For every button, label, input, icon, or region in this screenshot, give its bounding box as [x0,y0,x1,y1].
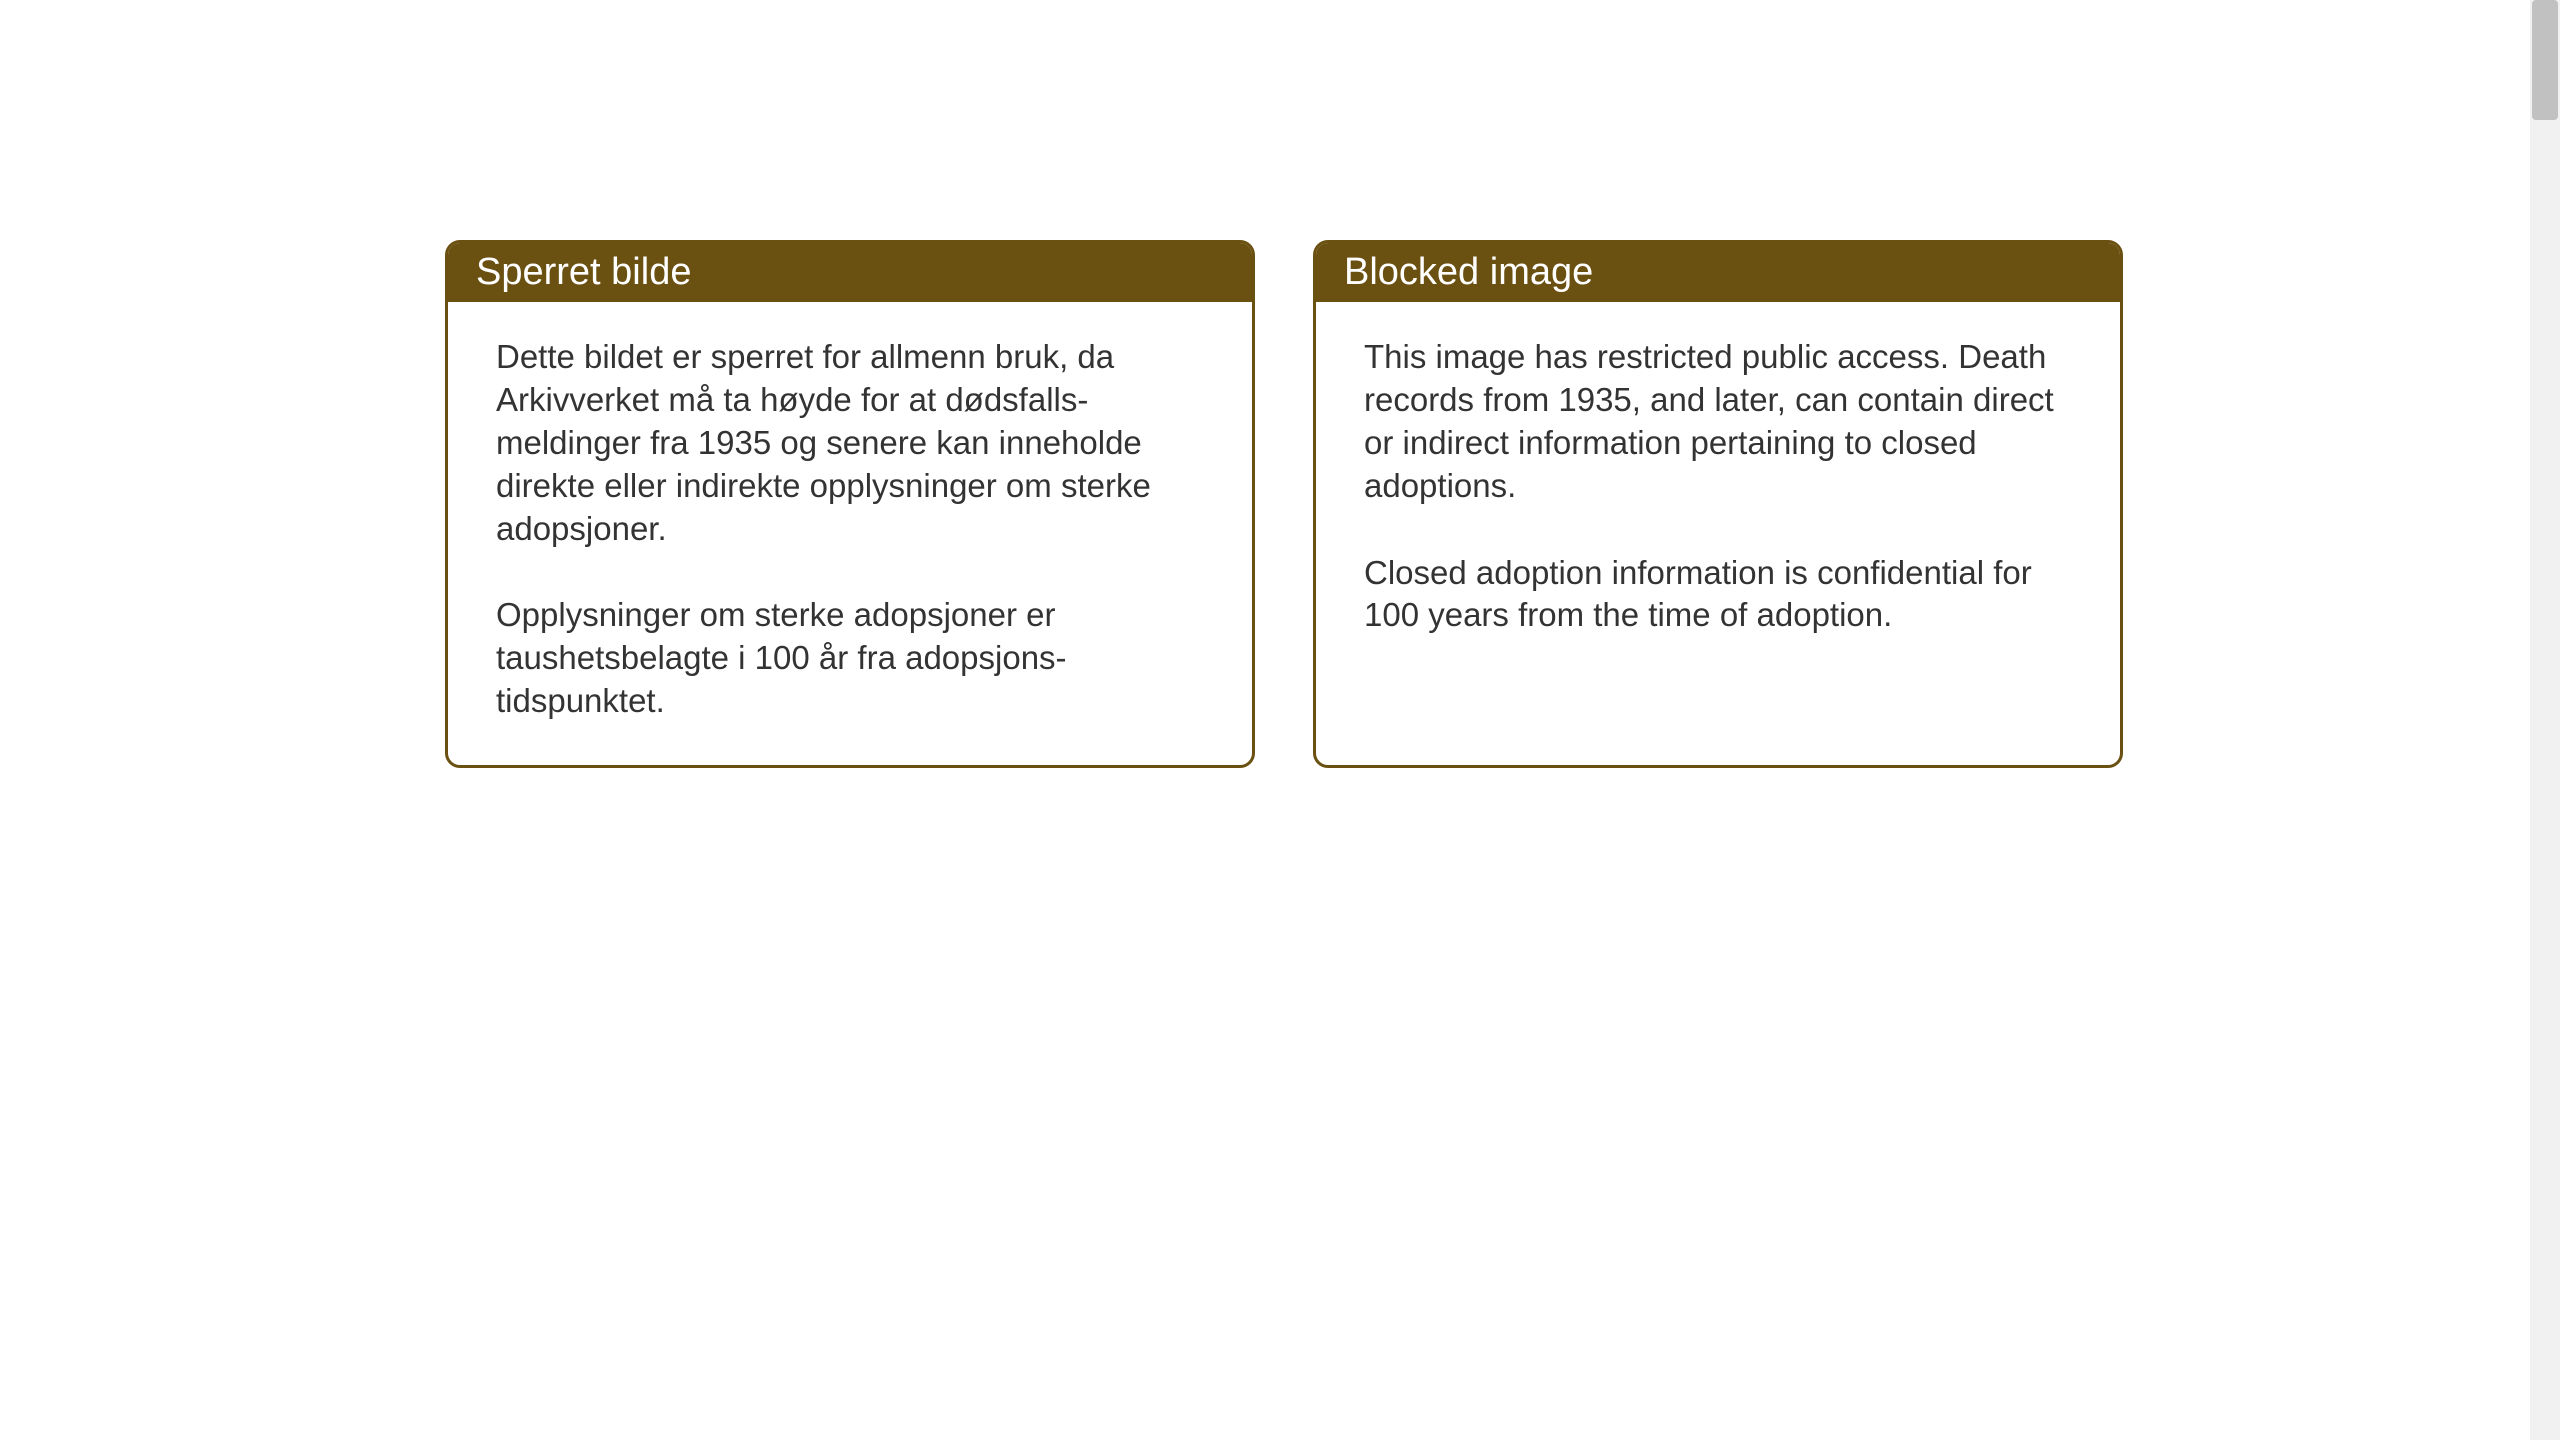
card-paragraph-norwegian-2: Opplysninger om sterke adopsjoner er tau… [496,594,1204,723]
notice-cards-container: Sperret bilde Dette bildet er sperret fo… [445,240,2123,768]
notice-card-norwegian: Sperret bilde Dette bildet er sperret fo… [445,240,1255,768]
card-body-english: This image has restricted public access.… [1316,302,2120,679]
card-title-english: Blocked image [1344,251,1593,293]
card-header-norwegian: Sperret bilde [448,243,1252,302]
card-body-norwegian: Dette bildet er sperret for allmenn bruk… [448,302,1252,765]
vertical-scrollbar[interactable] [2530,0,2560,1440]
card-paragraph-norwegian-1: Dette bildet er sperret for allmenn bruk… [496,336,1204,550]
notice-card-english: Blocked image This image has restricted … [1313,240,2123,768]
scrollbar-thumb[interactable] [2532,0,2558,120]
card-paragraph-english-2: Closed adoption information is confident… [1364,552,2072,638]
card-title-norwegian: Sperret bilde [476,251,691,293]
card-paragraph-english-1: This image has restricted public access.… [1364,336,2072,508]
card-header-english: Blocked image [1316,243,2120,302]
